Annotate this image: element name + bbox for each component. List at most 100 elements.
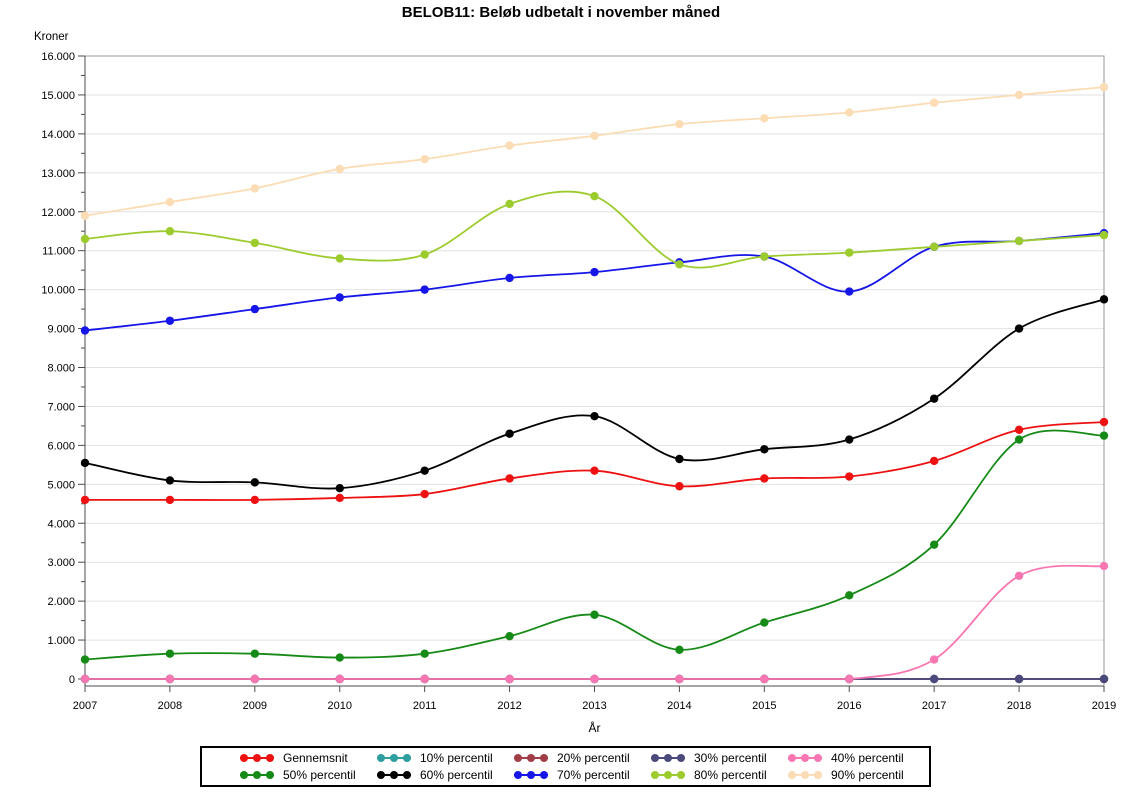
series-marker-60-percentil bbox=[675, 454, 684, 464]
y-tick-label: 6.000 bbox=[47, 440, 75, 452]
series-marker-40-percentil bbox=[80, 674, 90, 684]
x-tick-label: 2009 bbox=[243, 700, 267, 712]
series-marker-80-percentil bbox=[929, 242, 939, 251]
x-tick-label: 2015 bbox=[752, 700, 776, 712]
series-marker-50-percentil bbox=[1099, 431, 1109, 440]
series-marker-70-percentil bbox=[335, 293, 344, 302]
series-marker-60-percentil bbox=[165, 476, 175, 485]
x-tick-label: 2014 bbox=[667, 700, 691, 712]
series-line-50-percentil bbox=[84, 429, 1105, 661]
series-marker-80-percentil bbox=[505, 199, 514, 209]
series-marker-80-percentil bbox=[590, 191, 599, 201]
series-marker-gennemsnit bbox=[845, 472, 854, 481]
x-tick-label: 2017 bbox=[922, 700, 946, 712]
x-tick-label: 2018 bbox=[1007, 700, 1031, 712]
series-marker-80-percentil bbox=[1099, 230, 1109, 240]
y-tick-label: 7.000 bbox=[47, 401, 75, 413]
legend-item-80-percentil: 80% percentil bbox=[649, 768, 786, 782]
legend-marker-icon bbox=[240, 753, 274, 762]
legend-marker-icon bbox=[377, 753, 411, 762]
series-marker-gennemsnit bbox=[760, 474, 769, 483]
legend-item-60-percentil: 60% percentil bbox=[375, 768, 512, 782]
series-marker-30-percentil bbox=[1014, 674, 1024, 684]
series-marker-50-percentil bbox=[590, 610, 599, 619]
legend-label: 70% percentil bbox=[557, 768, 630, 783]
series-marker-50-percentil bbox=[80, 655, 90, 664]
legend-label: 60% percentil bbox=[420, 768, 493, 783]
series-marker-gennemsnit bbox=[250, 495, 260, 505]
series-marker-gennemsnit bbox=[590, 466, 599, 475]
series-marker-90-percentil bbox=[929, 98, 939, 107]
series-marker-40-percentil bbox=[760, 674, 769, 684]
series-marker-60-percentil bbox=[845, 435, 854, 444]
series-marker-70-percentil bbox=[420, 285, 429, 294]
series-marker-40-percentil bbox=[420, 674, 429, 684]
plot-frame bbox=[84, 55, 1105, 687]
series-marker-50-percentil bbox=[1014, 435, 1024, 444]
y-tick-label: 3.000 bbox=[47, 557, 75, 569]
series-marker-70-percentil bbox=[590, 267, 599, 277]
legend-marker-icon bbox=[788, 753, 822, 762]
series-marker-70-percentil bbox=[845, 287, 854, 296]
series-marker-90-percentil bbox=[675, 119, 684, 129]
series-marker-40-percentil bbox=[335, 674, 344, 684]
series-marker-90-percentil bbox=[165, 197, 175, 207]
series-marker-50-percentil bbox=[335, 653, 344, 662]
series-marker-60-percentil bbox=[590, 411, 599, 421]
series-line-60-percentil bbox=[84, 298, 1105, 490]
series-marker-80-percentil bbox=[165, 227, 175, 236]
series-marker-80-percentil bbox=[420, 250, 429, 259]
legend-label: 80% percentil bbox=[694, 768, 767, 783]
plot-area: 0 1.000 2.000 3.000 4.000 5.000 6.000 7.000 8.00… bbox=[41, 51, 1116, 712]
series-marker-60-percentil bbox=[929, 394, 939, 403]
series-marker-60-percentil bbox=[1099, 295, 1109, 304]
series-marker-40-percentil bbox=[1099, 561, 1109, 571]
series-marker-90-percentil bbox=[505, 141, 514, 150]
series-marker-40-percentil bbox=[250, 674, 260, 684]
series-marker-gennemsnit bbox=[505, 474, 514, 483]
x-tick-label: 2007 bbox=[73, 700, 97, 712]
x-tick-label: 2010 bbox=[328, 700, 352, 712]
legend-label: 30% percentil bbox=[694, 750, 767, 765]
series-marker-90-percentil bbox=[845, 108, 854, 117]
series-line-70-percentil bbox=[84, 232, 1105, 332]
series-marker-60-percentil bbox=[335, 484, 344, 493]
chart-title: BELOB11: Beløb udbetalt i november måned bbox=[401, 4, 721, 21]
y-tick-label: 15.000 bbox=[41, 90, 75, 102]
legend-item-gennemsnit: Gennemsnit bbox=[238, 751, 375, 765]
series-marker-90-percentil bbox=[80, 211, 90, 220]
y-tick-label: 0 bbox=[69, 674, 75, 686]
series-marker-40-percentil bbox=[929, 655, 939, 664]
series-marker-90-percentil bbox=[760, 114, 769, 123]
legend-marker-icon bbox=[651, 753, 685, 762]
series-marker-80-percentil bbox=[250, 238, 260, 248]
x-tick-label: 2012 bbox=[497, 700, 521, 712]
series-marker-gennemsnit bbox=[1014, 425, 1024, 434]
series-marker-80-percentil bbox=[80, 234, 90, 244]
x-tick-label: 2013 bbox=[582, 700, 606, 712]
series-marker-40-percentil bbox=[505, 674, 514, 684]
series-marker-60-percentil bbox=[80, 458, 90, 468]
series-marker-70-percentil bbox=[250, 304, 260, 314]
x-tick-label: 2011 bbox=[413, 700, 437, 712]
series-marker-50-percentil bbox=[929, 540, 939, 549]
legend-label: 40% percentil bbox=[831, 750, 904, 765]
y-tick-label: 8.000 bbox=[47, 363, 75, 375]
series-marker-gennemsnit bbox=[1099, 417, 1109, 427]
series-marker-90-percentil bbox=[250, 184, 260, 193]
legend-marker-icon bbox=[514, 771, 548, 780]
x-tick-label: 2008 bbox=[158, 700, 182, 712]
series-line-40-percentil bbox=[85, 564, 1105, 680]
series-marker-50-percentil bbox=[760, 618, 769, 627]
series-marker-60-percentil bbox=[1014, 324, 1024, 333]
x-axis-title: År bbox=[588, 721, 601, 735]
series-marker-gennemsnit bbox=[675, 482, 684, 491]
legend-item-10-percentil: 10% percentil bbox=[375, 751, 512, 765]
legend-item-90-percentil: 90% percentil bbox=[786, 768, 923, 782]
legend-label: 50% percentil bbox=[283, 768, 356, 783]
series-marker-40-percentil bbox=[675, 674, 684, 684]
y-tick-label: 9.000 bbox=[47, 324, 75, 336]
series-marker-40-percentil bbox=[1014, 571, 1024, 581]
series-marker-gennemsnit bbox=[80, 495, 90, 505]
